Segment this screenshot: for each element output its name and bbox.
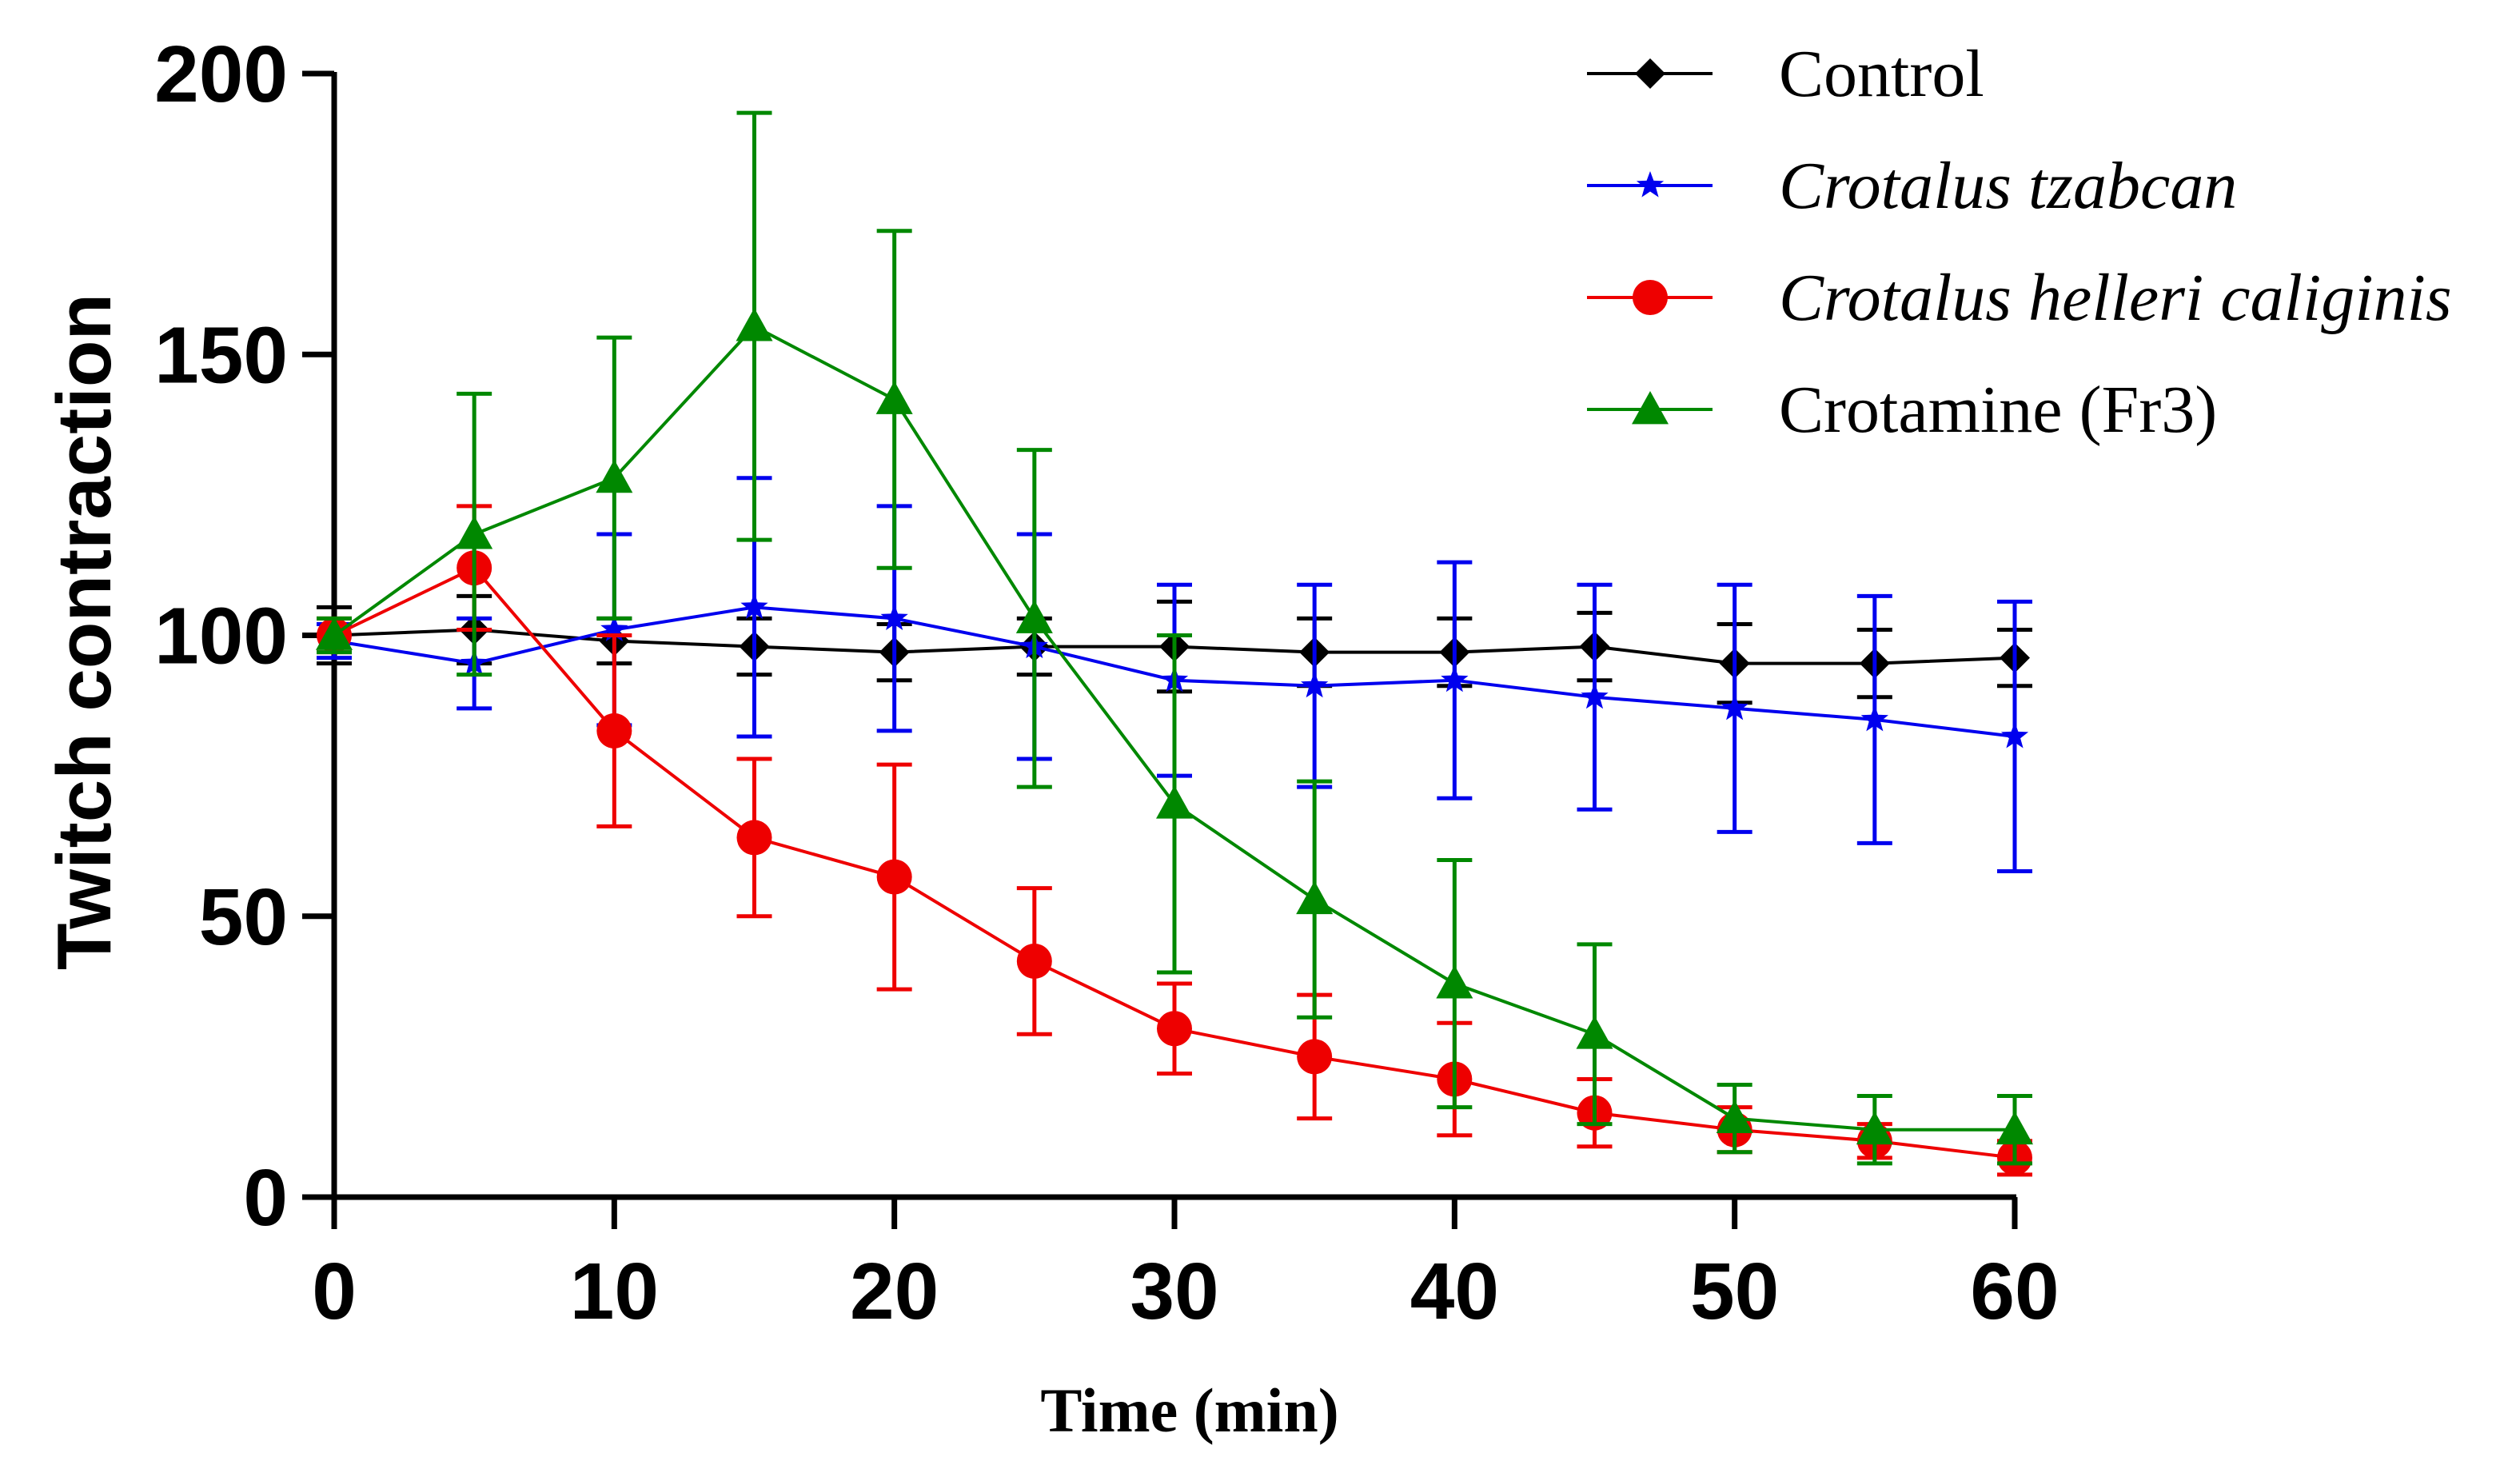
crotalus-helleri-caliginis-point [1297, 1039, 1333, 1075]
crotalus-tzabcan-point [1301, 671, 1329, 698]
crotalus-tzabcan-point [600, 615, 628, 641]
legend-label-crotalus-helleri-caliginis: Crotalus helleri caliginis [1779, 261, 2452, 335]
x-tick-label: 40 [1410, 1247, 1499, 1336]
crotalus-tzabcan-point [880, 604, 908, 630]
legend-marker-crotalus-helleri-caliginis [1633, 280, 1668, 315]
x-tick-label: 10 [570, 1247, 659, 1336]
crotalus-tzabcan-point [1581, 682, 1609, 709]
plot-area: 0 50 100 150 200 0 10 20 30 40 50 60 [154, 30, 2059, 1336]
crotalus-tzabcan-point [1860, 705, 1888, 732]
crotalus-tzabcan-point [740, 593, 768, 619]
crotalus-helleri-caliginis-point [1157, 1011, 1192, 1047]
legend-marker-crotamine-fr3 [1632, 391, 1669, 425]
crotamine-fr3-point [1015, 600, 1053, 633]
x-tick-label: 0 [312, 1247, 357, 1336]
crotamine-fr3-point [1716, 1100, 1753, 1134]
legend-label-crotalus-tzabcan: Crotalus tzabcan [1779, 149, 2237, 223]
crotamine-fr3-point [1436, 965, 1473, 999]
crotamine-fr3-point [1996, 1111, 2033, 1145]
crotalus-tzabcan-point [2000, 722, 2029, 748]
y-tick-label: 150 [154, 310, 288, 400]
y-tick-label: 50 [199, 872, 288, 962]
crotamine-fr3-point [316, 617, 353, 650]
y-axis-label: Twitch contraction [42, 293, 127, 970]
y-tick-label: 100 [154, 592, 288, 681]
crotamine-fr3-point [456, 516, 493, 549]
x-tick-label: 50 [1690, 1247, 1779, 1336]
y-tick-label: 0 [243, 1153, 288, 1243]
crotalus-helleri-caliginis-point [1016, 943, 1052, 979]
legend-label-control: Control [1779, 37, 1984, 111]
crotamine-fr3-point [1856, 1111, 1893, 1145]
x-tick-label: 30 [1130, 1247, 1218, 1336]
legend-marker-crotalus-tzabcan [1636, 171, 1665, 198]
crotamine-fr3-point [1296, 880, 1334, 915]
x-tick-label: 60 [1970, 1247, 2059, 1336]
legend-marker-control [1635, 58, 1665, 89]
crotamine-fr3-point [596, 459, 633, 493]
crotamine-fr3-point [1156, 785, 1193, 819]
legend-label-crotamine-fr3: Crotamine (Fr3) [1779, 373, 2217, 447]
crotamine-fr3-point [736, 308, 773, 341]
legend: Control Crotalus tzabcan Crotalus helleri … [1587, 37, 2452, 447]
y-tick-label: 200 [154, 30, 288, 119]
x-tick-label: 20 [850, 1247, 939, 1336]
crotalus-tzabcan-point [1721, 693, 1748, 721]
crotalus-helleri-caliginis-point [876, 859, 912, 895]
crotamine-fr3-point [875, 381, 913, 414]
x-axis-label: Time (min) [1040, 1375, 1338, 1445]
crotalus-tzabcan-point [1441, 665, 1469, 693]
crotamine-fr3-point [1576, 1016, 1613, 1049]
crotalus-helleri-caliginis-point [736, 820, 772, 856]
crotalus-helleri-caliginis-point [596, 713, 632, 748]
